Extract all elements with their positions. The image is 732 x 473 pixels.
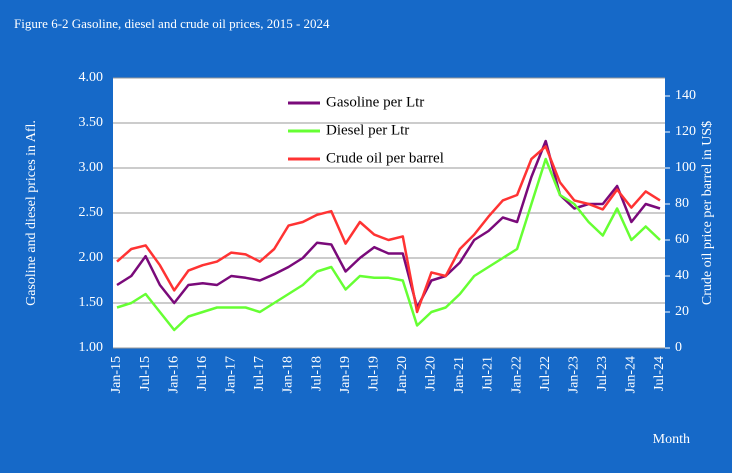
y-tick-label: 1.00 bbox=[79, 340, 104, 355]
series-line bbox=[116, 157, 661, 332]
y-tick-label: 2.00 bbox=[79, 250, 104, 265]
x-tick-label: Jul-24 bbox=[652, 356, 667, 391]
legend-label: Crude oil per barrel bbox=[326, 150, 444, 166]
x-tick-label: Jul-16 bbox=[195, 356, 210, 391]
x-tick-label: Jul-18 bbox=[309, 356, 324, 391]
x-tick-label: Jan-18 bbox=[281, 356, 296, 393]
x-tick-label: Jul-15 bbox=[138, 356, 153, 391]
x-axis-title: Month bbox=[653, 432, 690, 447]
y-tick-label: 2.50 bbox=[79, 205, 104, 220]
x-tick-label: Jul-19 bbox=[366, 356, 381, 391]
x-tick-label: Jan-17 bbox=[224, 356, 239, 393]
y-tick-label: 3.50 bbox=[79, 115, 104, 130]
series-line bbox=[116, 139, 661, 309]
y-tick-label: 4.00 bbox=[79, 70, 104, 85]
series-line bbox=[116, 145, 661, 314]
x-tick-label: Jan-20 bbox=[395, 356, 410, 393]
x-tick-label: Jan-24 bbox=[624, 356, 639, 393]
x-tick-label: Jan-15 bbox=[109, 356, 124, 393]
y-tick-label: 1.50 bbox=[79, 295, 104, 310]
x-tick-label: Jul-17 bbox=[252, 356, 267, 391]
legend-label: Diesel per Ltr bbox=[326, 122, 409, 138]
x-tick-label: Jan-23 bbox=[566, 356, 581, 393]
chart-title: Figure 6-2 Gasoline, diesel and crude oi… bbox=[14, 16, 330, 31]
y2-tick-label: 60 bbox=[675, 232, 689, 247]
x-tick-label: Jul-21 bbox=[481, 356, 496, 391]
y2-tick-label: 100 bbox=[675, 160, 696, 175]
x-tick-label: Jan-21 bbox=[452, 356, 467, 393]
y2-tick-label: 0 bbox=[675, 340, 682, 355]
y-tick-label: 3.00 bbox=[79, 160, 104, 175]
x-tick-label: Jan-16 bbox=[166, 356, 181, 393]
y2-tick-label: 40 bbox=[675, 268, 689, 283]
x-tick-label: Jul-23 bbox=[595, 356, 610, 391]
y2-axis-title: Crude oil price per barrel in US$ bbox=[700, 121, 715, 305]
y2-tick-label: 140 bbox=[675, 88, 696, 103]
y2-tick-label: 20 bbox=[675, 304, 689, 319]
y-axis-title: Gasoline and diesel prices in Afl. bbox=[24, 120, 39, 306]
y2-tick-label: 120 bbox=[675, 124, 696, 139]
x-tick-label: Jan-19 bbox=[338, 356, 353, 393]
x-tick-label: Jul-20 bbox=[424, 356, 439, 391]
x-tick-label: Jan-22 bbox=[509, 356, 524, 393]
y2-tick-label: 80 bbox=[675, 196, 689, 211]
x-tick-label: Jul-22 bbox=[538, 356, 553, 391]
legend-label: Gasoline per Ltr bbox=[326, 94, 424, 110]
